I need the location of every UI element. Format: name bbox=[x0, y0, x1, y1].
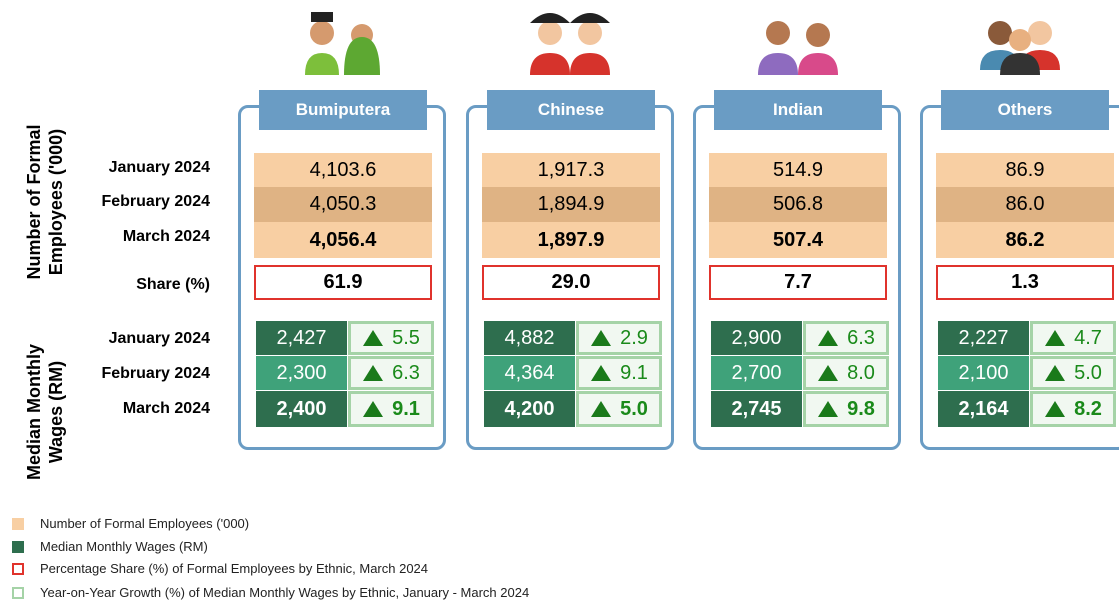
growth-box: 8.0 bbox=[803, 356, 889, 390]
card-header: Indian bbox=[714, 90, 882, 130]
row-label: January 2024 bbox=[10, 159, 210, 177]
illustrations bbox=[0, 0, 1119, 90]
growth-value: 5.0 bbox=[1074, 362, 1102, 385]
wage-value: 4,200 bbox=[484, 391, 575, 427]
legend-text: Percentage Share (%) of Formal Employees… bbox=[40, 561, 428, 576]
growth-box: 5.0 bbox=[1030, 356, 1116, 390]
wage-value: 4,364 bbox=[484, 356, 575, 390]
wage-value: 2,400 bbox=[256, 391, 347, 427]
row-label: March 2024 bbox=[10, 228, 210, 246]
employee-value: 86.0 bbox=[936, 187, 1114, 222]
legend-text: Median Monthly Wages (RM) bbox=[40, 539, 208, 554]
employee-value: 1,897.9 bbox=[482, 222, 660, 258]
employee-value: 1,894.9 bbox=[482, 187, 660, 222]
card-header: Bumiputera bbox=[259, 90, 427, 130]
card-header: Others bbox=[941, 90, 1109, 130]
growth-value: 8.2 bbox=[1074, 398, 1102, 421]
legend-swatch bbox=[12, 587, 24, 599]
growth-value: 5.5 bbox=[392, 327, 420, 350]
employee-value: 514.9 bbox=[709, 153, 887, 188]
employee-value: 1,917.3 bbox=[482, 153, 660, 188]
employee-value: 86.2 bbox=[936, 222, 1114, 258]
employee-value: 4,056.4 bbox=[254, 222, 432, 258]
growth-value: 4.7 bbox=[1074, 327, 1102, 350]
wage-value: 2,164 bbox=[938, 391, 1029, 427]
up-arrow bbox=[817, 329, 839, 347]
growth-value: 9.1 bbox=[392, 398, 420, 421]
legend-swatch bbox=[12, 563, 24, 575]
card-header: Chinese bbox=[487, 90, 655, 130]
up-arrow bbox=[590, 329, 612, 347]
legend-swatch bbox=[12, 541, 24, 553]
employee-value: 86.9 bbox=[936, 153, 1114, 188]
up-arrow bbox=[1044, 329, 1066, 347]
share-value: 29.0 bbox=[482, 265, 660, 300]
employee-value: 507.4 bbox=[709, 222, 887, 258]
growth-box: 6.3 bbox=[348, 356, 434, 390]
wage-value: 2,300 bbox=[256, 356, 347, 390]
legend-text: Number of Formal Employees ('000) bbox=[40, 516, 249, 531]
share-value: 61.9 bbox=[254, 265, 432, 300]
growth-box: 2.9 bbox=[576, 321, 662, 355]
legend-swatch bbox=[12, 518, 24, 530]
share-value: 1.3 bbox=[936, 265, 1114, 300]
wage-value: 2,100 bbox=[938, 356, 1029, 390]
growth-value: 6.3 bbox=[847, 327, 875, 350]
up-arrow bbox=[362, 364, 384, 382]
row-label: February 2024 bbox=[10, 193, 210, 211]
row-label: March 2024 bbox=[10, 400, 210, 418]
growth-value: 2.9 bbox=[620, 327, 648, 350]
up-arrow bbox=[817, 400, 839, 418]
up-arrow bbox=[1044, 400, 1066, 418]
employee-value: 4,050.3 bbox=[254, 187, 432, 222]
growth-box: 9.1 bbox=[348, 391, 434, 427]
growth-box: 5.0 bbox=[576, 391, 662, 427]
wage-value: 4,882 bbox=[484, 321, 575, 355]
growth-value: 9.8 bbox=[847, 398, 875, 421]
growth-box: 4.7 bbox=[1030, 321, 1116, 355]
employee-value: 506.8 bbox=[709, 187, 887, 222]
row-label: January 2024 bbox=[10, 330, 210, 348]
growth-value: 8.0 bbox=[847, 362, 875, 385]
up-arrow bbox=[362, 400, 384, 418]
up-arrow bbox=[362, 329, 384, 347]
wage-value: 2,900 bbox=[711, 321, 802, 355]
wage-value: 2,227 bbox=[938, 321, 1029, 355]
up-arrow bbox=[590, 364, 612, 382]
growth-box: 9.8 bbox=[803, 391, 889, 427]
growth-value: 9.1 bbox=[620, 362, 648, 385]
growth-value: 6.3 bbox=[392, 362, 420, 385]
growth-box: 5.5 bbox=[348, 321, 434, 355]
wage-value: 2,700 bbox=[711, 356, 802, 390]
share-value: 7.7 bbox=[709, 265, 887, 300]
row-label: Share (%) bbox=[10, 276, 210, 294]
employee-value: 4,103.6 bbox=[254, 153, 432, 188]
infographic: Number of Formal Employees ('000) Median… bbox=[0, 0, 1119, 601]
legend-text: Year-on-Year Growth (%) of Median Monthl… bbox=[40, 585, 529, 600]
up-arrow bbox=[590, 400, 612, 418]
wage-value: 2,745 bbox=[711, 391, 802, 427]
growth-value: 5.0 bbox=[620, 398, 648, 421]
up-arrow bbox=[1044, 364, 1066, 382]
wage-value: 2,427 bbox=[256, 321, 347, 355]
growth-box: 9.1 bbox=[576, 356, 662, 390]
growth-box: 8.2 bbox=[1030, 391, 1116, 427]
up-arrow bbox=[817, 364, 839, 382]
growth-box: 6.3 bbox=[803, 321, 889, 355]
row-label: February 2024 bbox=[10, 365, 210, 383]
